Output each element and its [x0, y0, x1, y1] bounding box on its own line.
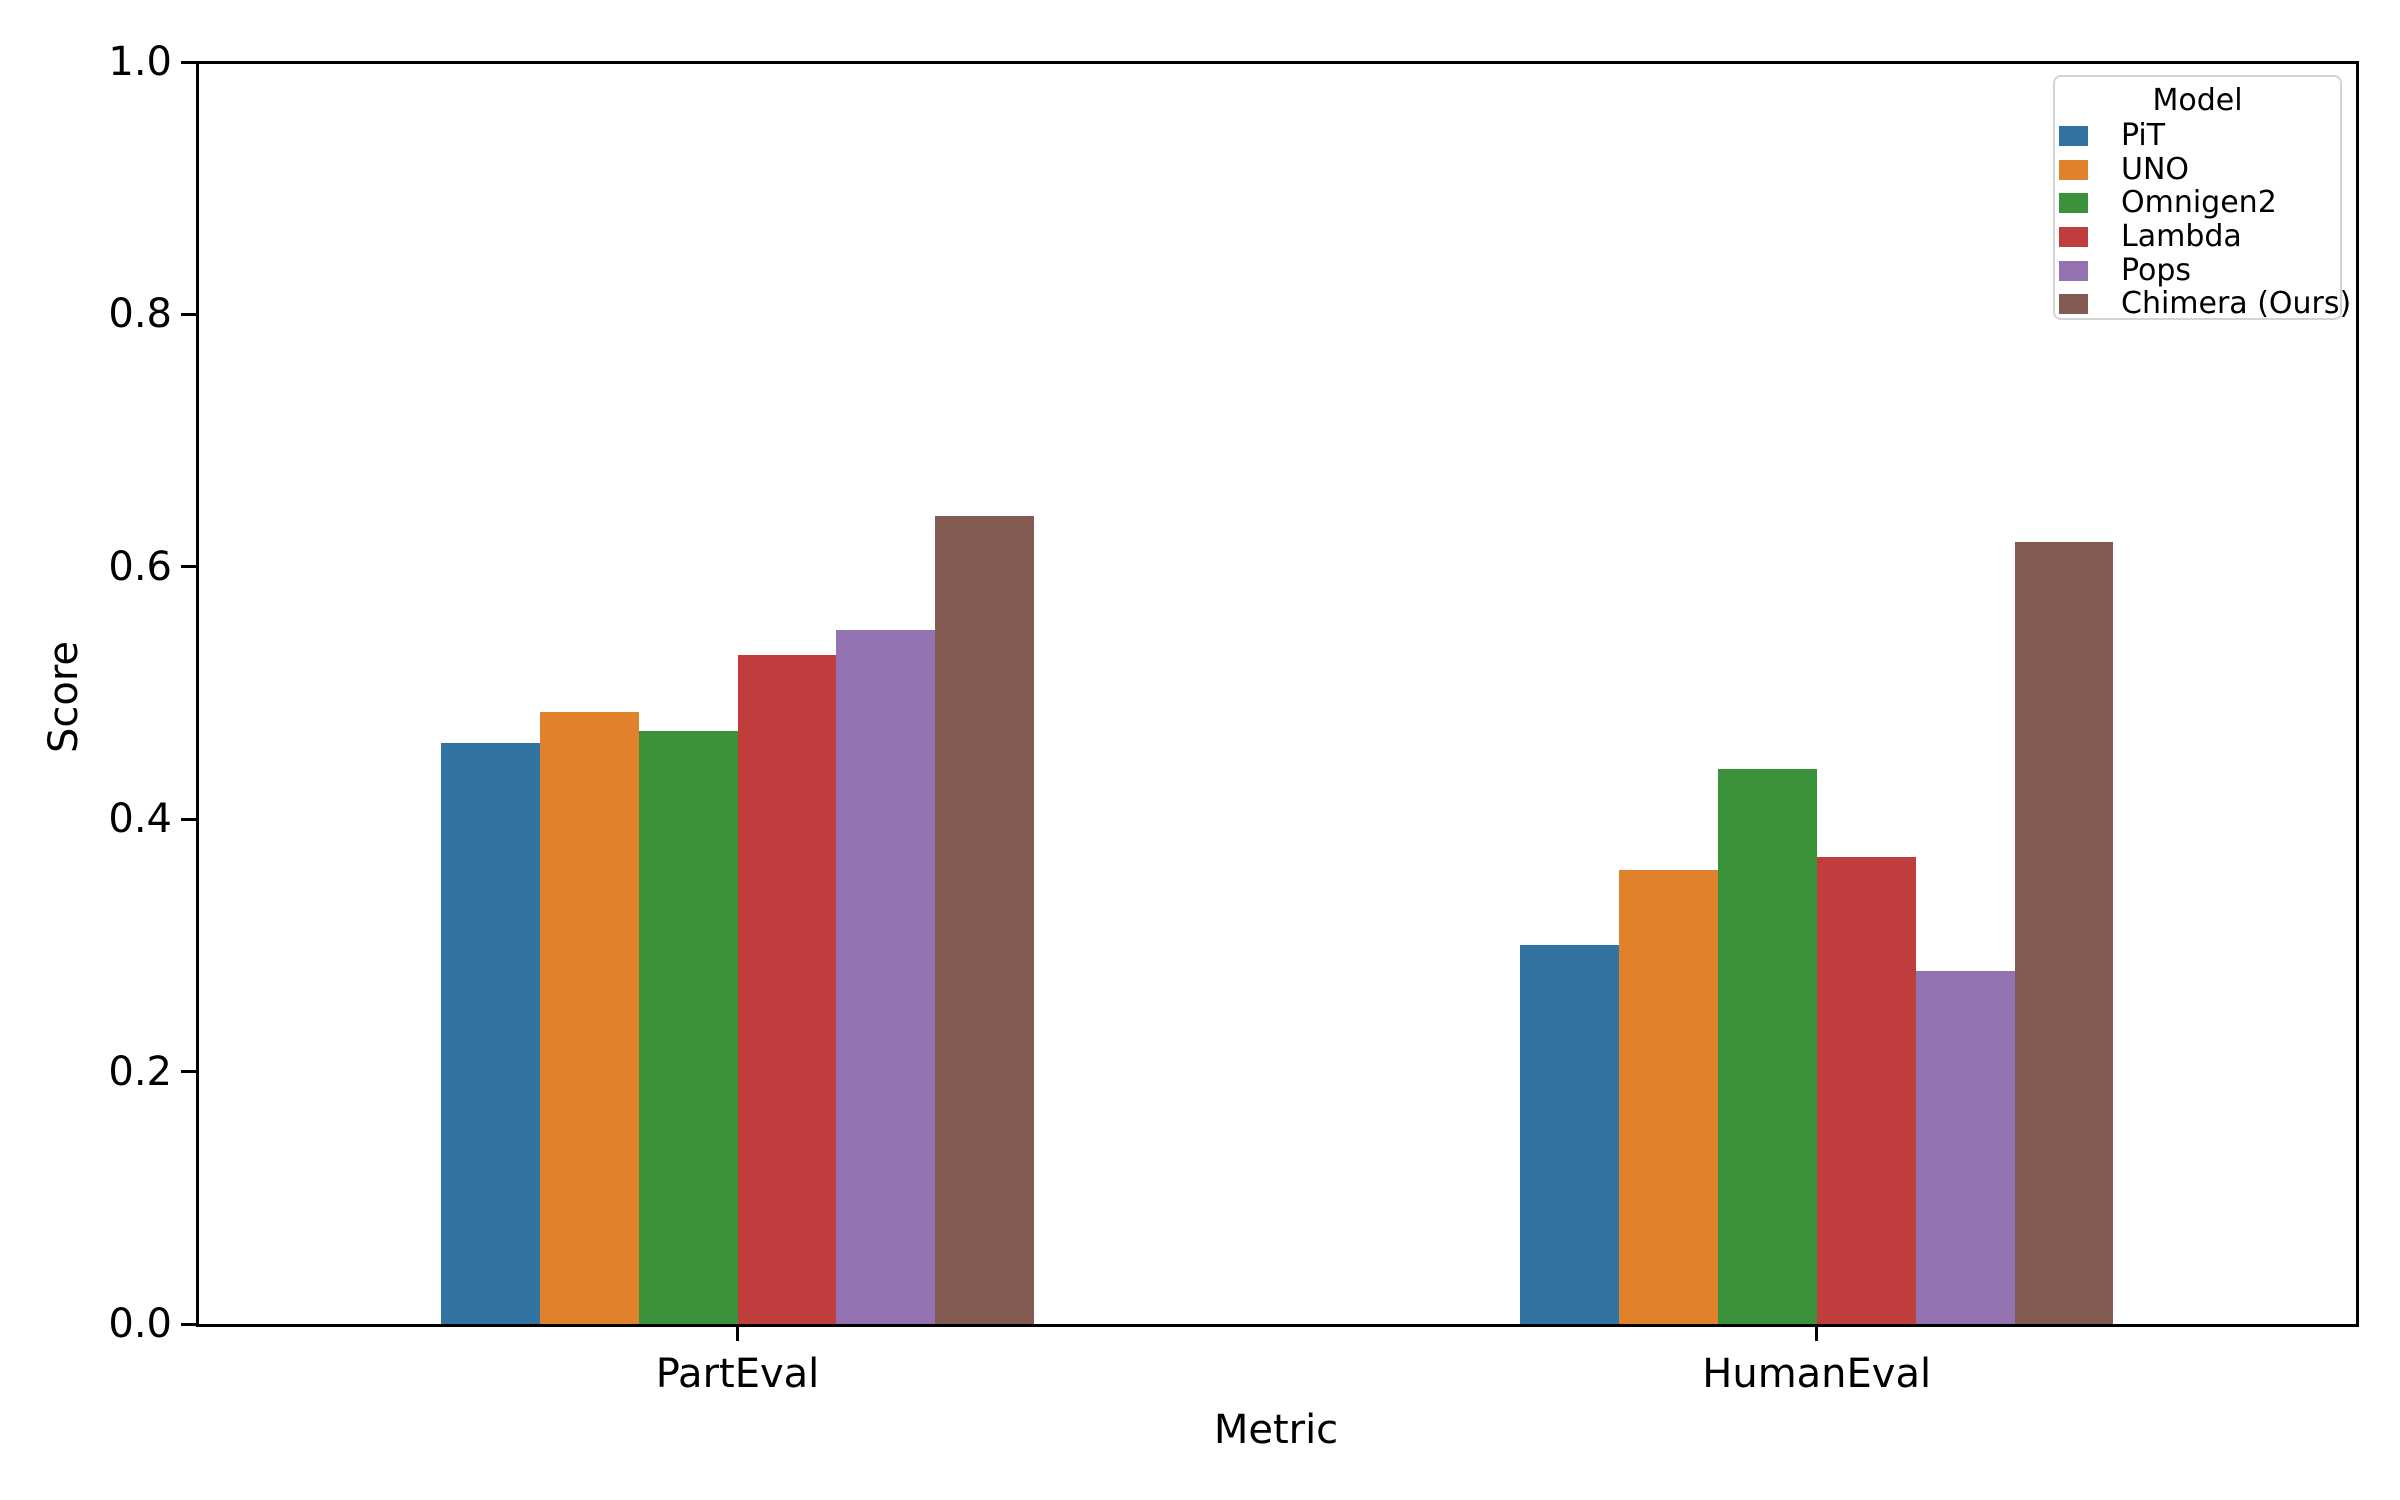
bar-PartEval-Pops — [836, 629, 935, 1324]
legend-item-label: Lambda — [2121, 218, 2242, 254]
legend-title: Model — [2152, 83, 2243, 118]
x-tick-label: HumanEval — [1702, 1351, 1932, 1397]
y-axis-tick — [180, 1322, 196, 1326]
y-tick-label: 0.6 — [108, 543, 172, 590]
x-tick-label: PartEval — [655, 1351, 820, 1397]
legend-item-Lambda: Lambda — [2055, 220, 2340, 254]
legend-item-label: Omnigen2 — [2121, 185, 2277, 221]
legend-item-Chimera (Ours): Chimera (Ours) — [2055, 287, 2351, 321]
legend: Model PiT UNO Omnigen2 Lambda Pops Chimera (O… — [2053, 75, 2351, 321]
bar-HumanEval-Lambda — [1817, 857, 1916, 1324]
legend-item-Omnigen2: Omnigen2 — [2055, 186, 2340, 220]
legend-swatch — [2059, 159, 2088, 180]
legend-swatch — [2059, 125, 2088, 146]
bar-HumanEval-UNO — [1619, 869, 1718, 1324]
legend-item-label: UNO — [2121, 151, 2190, 187]
bar-PartEval-Chimera (Ours) — [935, 516, 1034, 1324]
plot-area — [195, 60, 2359, 1327]
legend-item-PiT: PiT — [2055, 119, 2340, 153]
legend-swatch — [2059, 294, 2088, 315]
y-tick-label: 1.0 — [108, 39, 172, 85]
legend-item-label: PiT — [2121, 117, 2166, 153]
y-tick-label: 0.4 — [108, 796, 172, 843]
legend-rows: PiT UNO Omnigen2 Lambda Pops Chimera (Ours) — [2055, 119, 2351, 321]
y-axis-tick — [180, 1070, 196, 1074]
bar-HumanEval-Chimera (Ours) — [2015, 541, 2113, 1324]
legend-item-Pops: Pops — [2055, 254, 2340, 288]
y-axis-tick — [180, 565, 196, 569]
y-tick-label: 0.8 — [108, 291, 172, 338]
legend-swatch — [2059, 193, 2088, 214]
bar-PartEval-Lambda — [738, 655, 836, 1324]
bar-PartEval-PiT — [441, 743, 540, 1324]
y-tick-label: 0.2 — [108, 1048, 172, 1095]
bar-HumanEval-Pops — [1916, 970, 2015, 1324]
y-tick-label: 0.0 — [108, 1301, 172, 1347]
legend-item-label: Chimera (Ours) — [2121, 286, 2352, 322]
y-axis-label: Score — [41, 640, 87, 754]
y-axis-tick — [180, 60, 196, 64]
bar-HumanEval-Omnigen2 — [1718, 768, 1817, 1324]
x-axis-tick — [736, 1325, 739, 1341]
y-axis-tick — [180, 312, 196, 316]
legend-item-label: Pops — [2121, 252, 2192, 288]
x-axis-label: Metric — [1213, 1407, 1339, 1453]
x-axis-tick — [1815, 1325, 1819, 1341]
legend-item-UNO: UNO — [2055, 153, 2340, 187]
bar-PartEval-Omnigen2 — [639, 730, 738, 1324]
bar-PartEval-UNO — [540, 711, 639, 1324]
legend-swatch — [2059, 226, 2088, 247]
y-axis-tick — [180, 817, 196, 821]
legend-swatch — [2059, 260, 2088, 281]
bar-HumanEval-PiT — [1520, 945, 1619, 1324]
